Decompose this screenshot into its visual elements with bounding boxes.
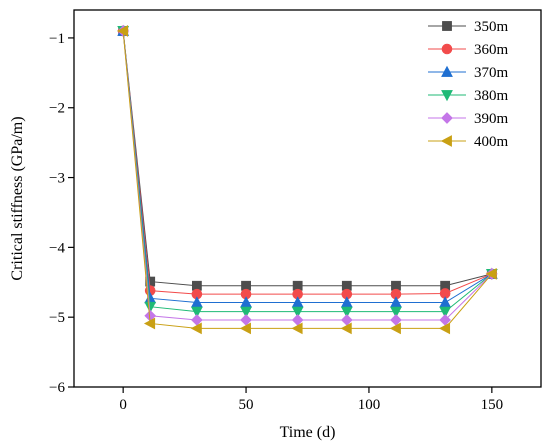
y-axis-title: Critical stiffness (GPa/m): [9, 116, 26, 280]
legend-label: 400m: [474, 134, 509, 150]
data-point: [340, 306, 353, 318]
series-390m: [117, 25, 498, 326]
legend-marker: [442, 21, 452, 31]
y-tick-label: −4: [49, 240, 65, 256]
series-line: [122, 30, 492, 287]
y-tick-label: −1: [49, 31, 65, 47]
legend-item: 380m: [428, 88, 509, 104]
legend-label: 350m: [474, 19, 509, 35]
x-tick-label: 100: [358, 397, 381, 413]
series-layer: [116, 24, 498, 335]
x-tick-label: 150: [481, 397, 504, 413]
data-point: [116, 25, 129, 37]
legend-marker: [441, 112, 453, 124]
y-tick-label: −2: [49, 101, 65, 117]
data-point: [190, 322, 202, 335]
plot-frame: [73, 9, 542, 388]
x-tick-label: 0: [119, 397, 127, 413]
data-point: [438, 322, 451, 335]
legend-item: 390m: [428, 111, 509, 127]
legend-label: 380m: [474, 88, 509, 104]
legend-label: 360m: [474, 42, 509, 58]
series-line: [122, 30, 493, 313]
data-point: [239, 322, 251, 335]
data-point: [389, 322, 401, 335]
series-line: [122, 30, 493, 321]
data-point: [439, 306, 452, 318]
legend-marker: [441, 65, 453, 77]
legend-item: 370m: [428, 65, 509, 81]
data-point: [485, 268, 497, 280]
y-tick-label: −6: [49, 380, 65, 396]
axes-layer: 0 50 100 150 −6 −5 −4 −3 −2 −1: [49, 9, 542, 413]
x-tick-label: 50: [239, 397, 254, 413]
legend-marker: [441, 90, 453, 102]
series-370m: [117, 24, 498, 308]
series-380m: [117, 26, 498, 318]
data-point: [190, 306, 203, 318]
data-point: [144, 301, 157, 313]
data-point: [340, 322, 352, 335]
x-axis-title: Time (d): [280, 424, 336, 441]
series-360m: [117, 25, 498, 300]
legend-item: 360m: [428, 42, 509, 58]
legend-marker: [440, 135, 452, 147]
y-tick-label: −3: [49, 171, 65, 187]
series-line: [122, 30, 493, 295]
data-point: [291, 306, 304, 318]
legend-item: 350m: [428, 19, 509, 35]
legend-item: 400m: [428, 134, 509, 150]
series-350m: [118, 26, 497, 291]
data-point: [143, 317, 156, 330]
y-tick-label: −5: [49, 310, 65, 326]
legend-label: 370m: [474, 65, 509, 81]
data-point: [291, 322, 303, 335]
data-point: [240, 306, 252, 318]
legend: 350m 360m 370m 380m 390m 400m: [428, 19, 509, 150]
data-point: [390, 306, 402, 318]
legend-label: 390m: [474, 111, 509, 127]
legend-marker: [441, 43, 453, 55]
series-400m: [116, 25, 497, 335]
